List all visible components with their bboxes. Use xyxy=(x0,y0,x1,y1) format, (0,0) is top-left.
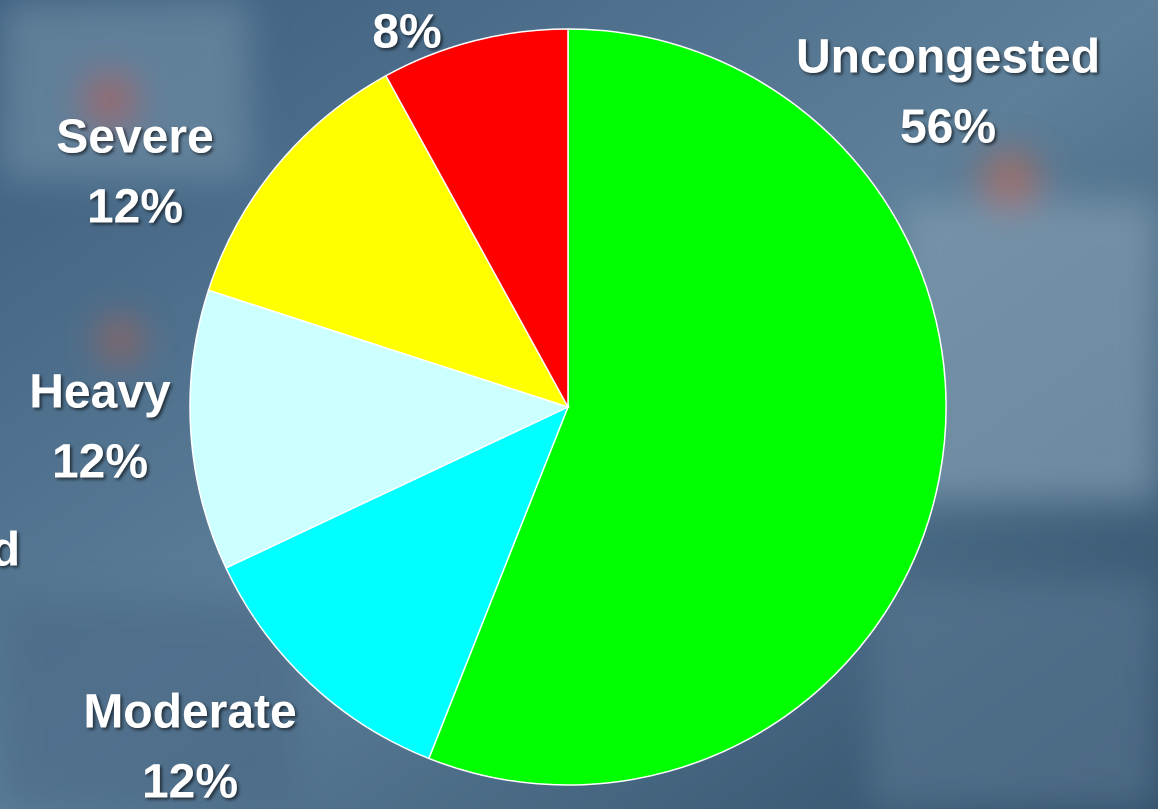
slice-label: Uncongested xyxy=(796,31,1100,84)
pie-slice xyxy=(427,28,947,786)
slice-label: Heavy xyxy=(29,366,171,419)
slice-label: Moderate xyxy=(83,686,296,739)
value-label: 12% xyxy=(87,181,183,234)
pie-slice xyxy=(207,74,570,409)
value-label: 56% xyxy=(900,101,996,154)
value-label: 8% xyxy=(372,6,441,59)
pie-slice xyxy=(384,28,569,408)
value-label: 12% xyxy=(142,756,238,809)
slice-label: Severe xyxy=(56,111,213,164)
annotation: ed xyxy=(0,524,20,577)
pie-slice xyxy=(189,289,571,569)
pie-slice xyxy=(224,405,570,760)
value-label: 12% xyxy=(52,436,148,489)
